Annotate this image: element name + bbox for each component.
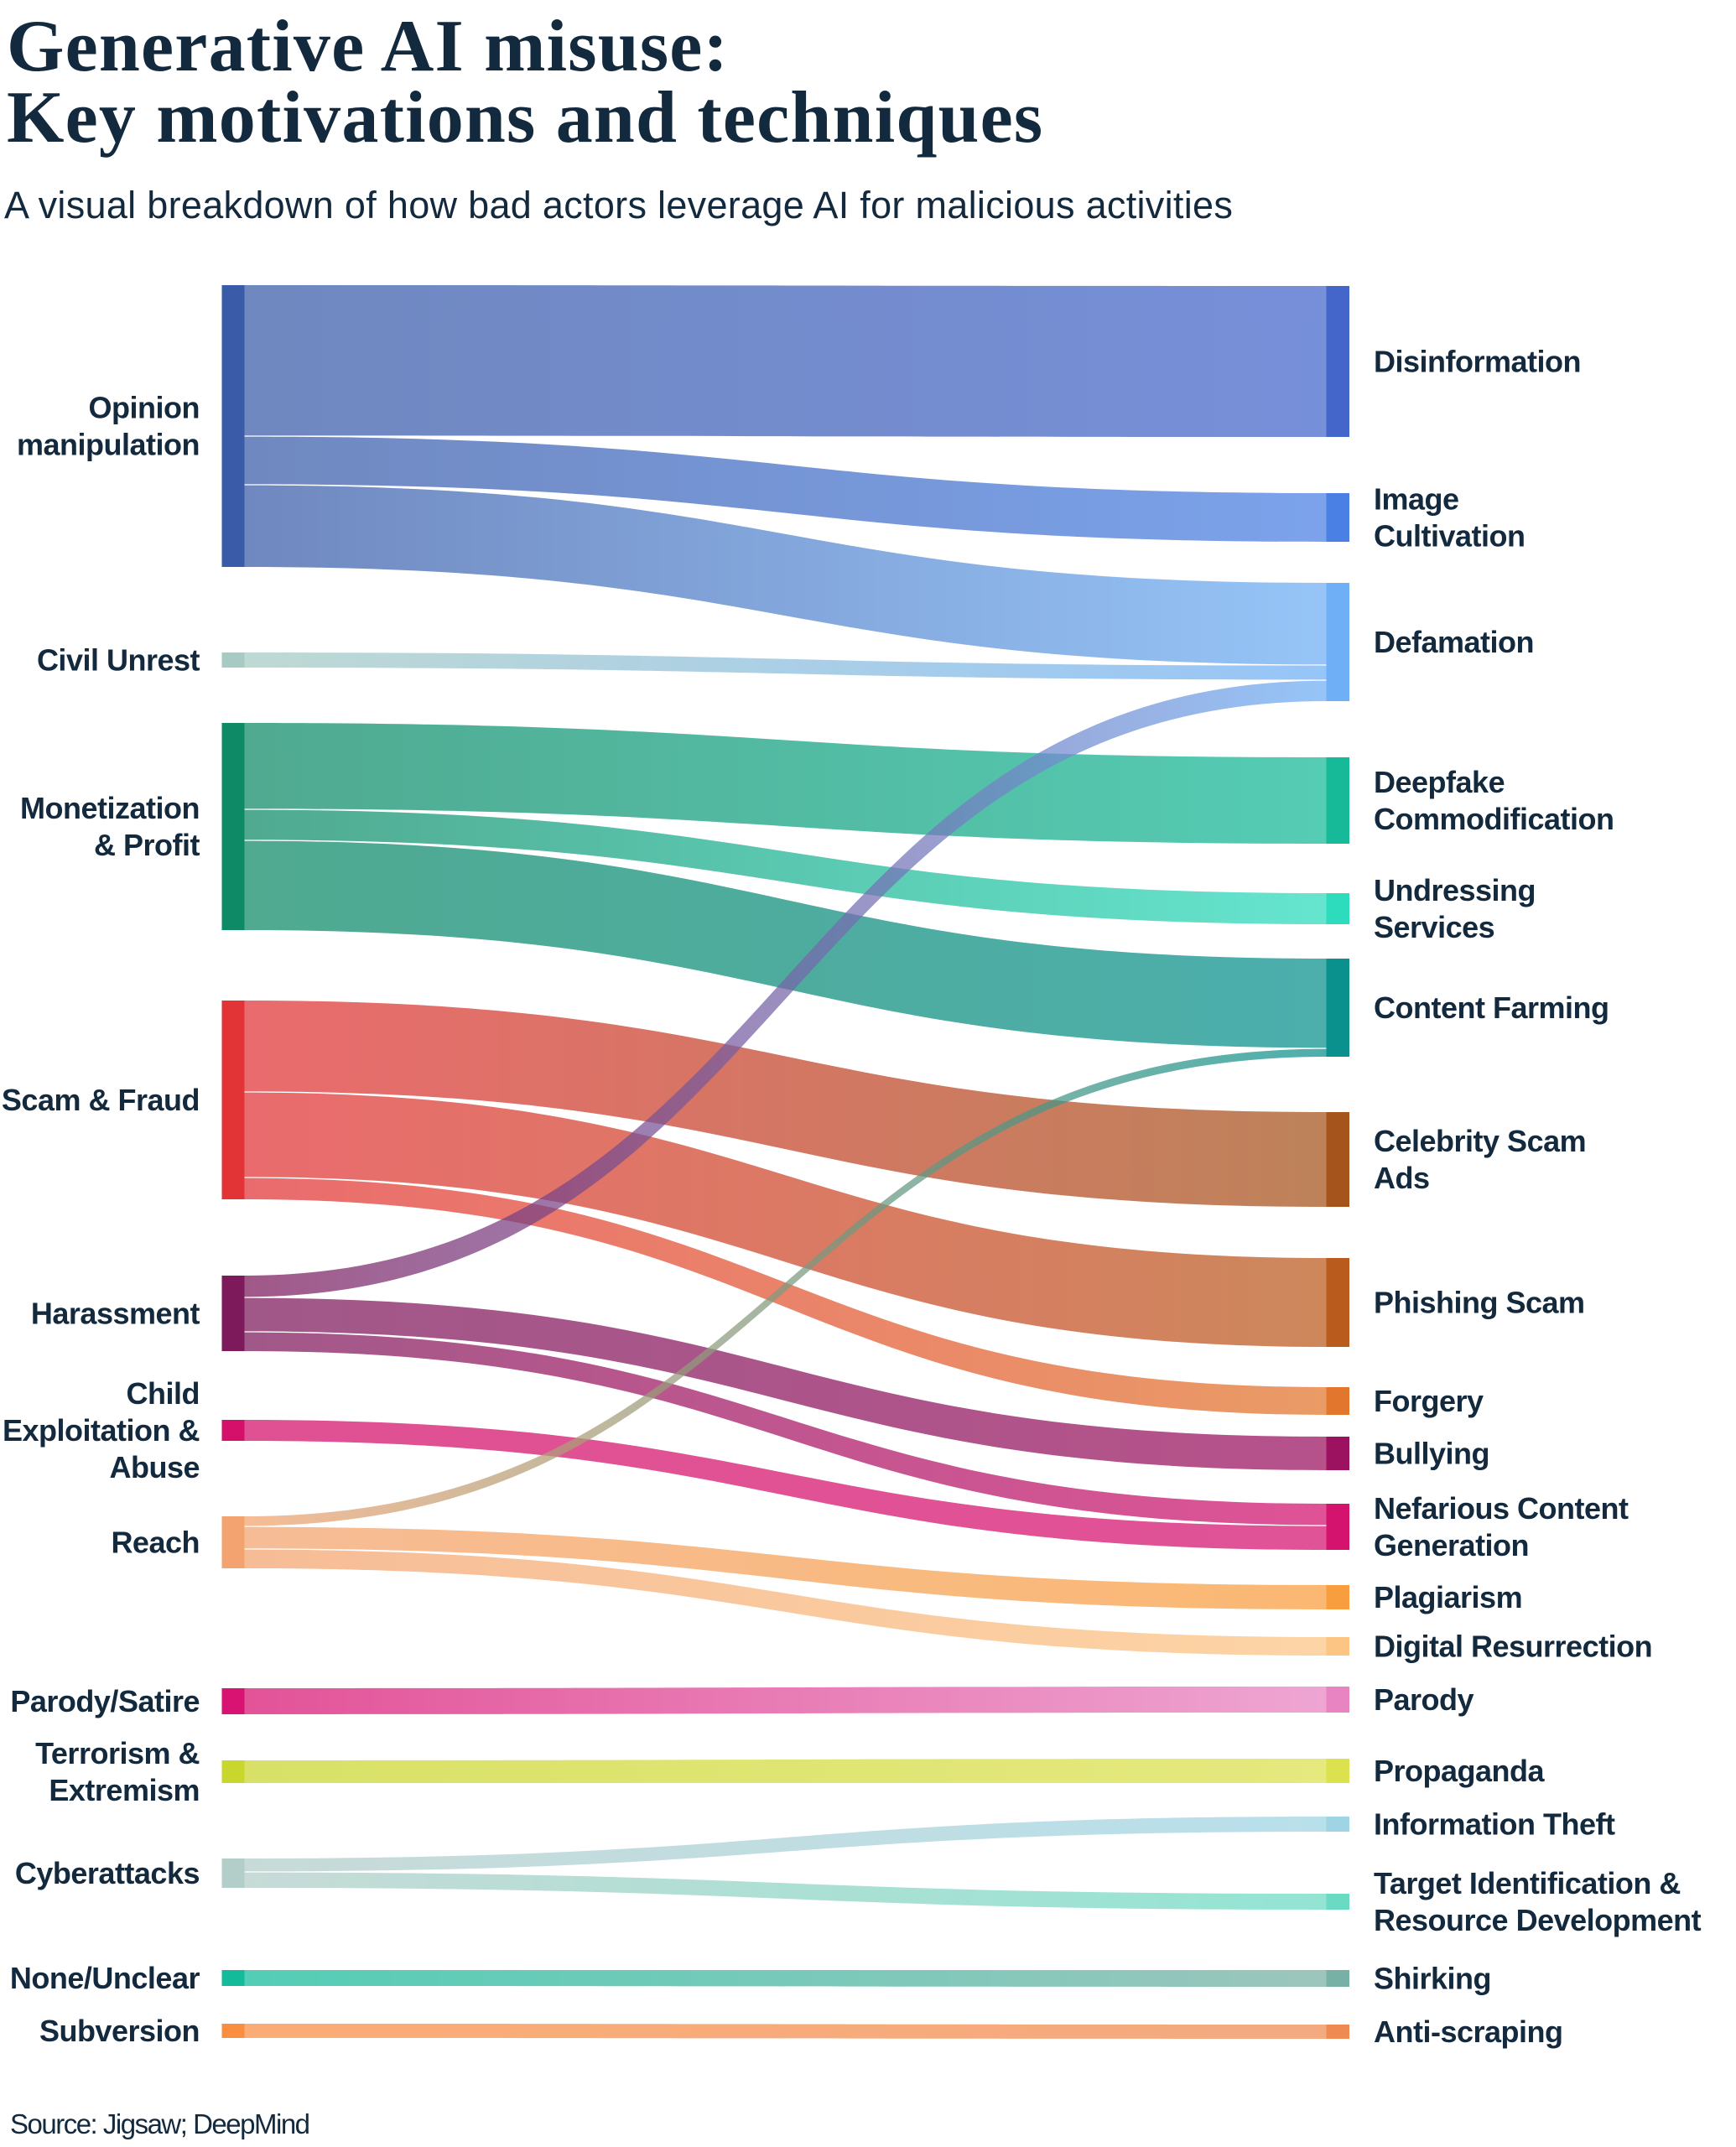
svg-text:Generation: Generation	[1374, 1528, 1529, 1562]
svg-text:Subversion: Subversion	[39, 2014, 200, 2048]
svg-text:Nefarious Content: Nefarious Content	[1374, 1491, 1629, 1526]
svg-text:manipulation: manipulation	[17, 428, 200, 462]
svg-text:Cultivation: Cultivation	[1374, 519, 1525, 554]
svg-text:Harassment: Harassment	[31, 1297, 200, 1331]
svg-text:Civil Unrest: Civil Unrest	[37, 643, 200, 678]
svg-text:Exploitation &: Exploitation &	[3, 1413, 200, 1448]
svg-text:Disinformation: Disinformation	[1374, 345, 1581, 379]
svg-text:Deepfake: Deepfake	[1374, 765, 1505, 799]
svg-text:Monetization: Monetization	[20, 791, 200, 825]
svg-text:Services: Services	[1374, 910, 1494, 944]
svg-text:Parody/Satire: Parody/Satire	[10, 1684, 200, 1718]
svg-text:Opinion: Opinion	[89, 391, 200, 425]
svg-text:Digital Resurrection: Digital Resurrection	[1374, 1630, 1652, 1664]
svg-text:Child: Child	[127, 1376, 200, 1411]
svg-text:Terrorism &: Terrorism &	[35, 1736, 200, 1770]
svg-text:Abuse: Abuse	[109, 1450, 200, 1484]
svg-text:Target Identification &: Target Identification &	[1374, 1866, 1681, 1900]
svg-text:Information Theft: Information Theft	[1374, 1807, 1615, 1842]
svg-text:Commodification: Commodification	[1374, 802, 1614, 836]
svg-text:Content Farming: Content Farming	[1374, 990, 1609, 1025]
svg-text:Forgery: Forgery	[1374, 1384, 1484, 1418]
svg-text:Celebrity Scam: Celebrity Scam	[1374, 1124, 1586, 1158]
svg-text:Cyberattacks: Cyberattacks	[15, 1856, 200, 1890]
svg-text:Defamation: Defamation	[1374, 625, 1534, 659]
svg-text:Image: Image	[1374, 482, 1459, 517]
svg-text:& Profit: & Profit	[94, 828, 200, 862]
svg-text:Undressing: Undressing	[1374, 873, 1536, 907]
svg-text:Resource Development: Resource Development	[1374, 1903, 1702, 1937]
svg-text:Shirking: Shirking	[1374, 1962, 1491, 1996]
svg-text:Extremism: Extremism	[49, 1773, 200, 1807]
svg-text:Propaganda: Propaganda	[1374, 1754, 1546, 1788]
svg-text:Bullying: Bullying	[1374, 1437, 1489, 1471]
svg-text:Anti-scraping: Anti-scraping	[1374, 2014, 1563, 2049]
svg-text:Reach: Reach	[111, 1526, 200, 1560]
svg-text:Plagiarism: Plagiarism	[1374, 1580, 1522, 1614]
svg-text:None/Unclear: None/Unclear	[10, 1961, 200, 1995]
svg-text:Scam & Fraud: Scam & Fraud	[2, 1083, 200, 1117]
svg-text:Parody: Parody	[1374, 1682, 1474, 1717]
svg-text:Ads: Ads	[1374, 1161, 1430, 1195]
svg-text:Phishing Scam: Phishing Scam	[1374, 1286, 1585, 1320]
